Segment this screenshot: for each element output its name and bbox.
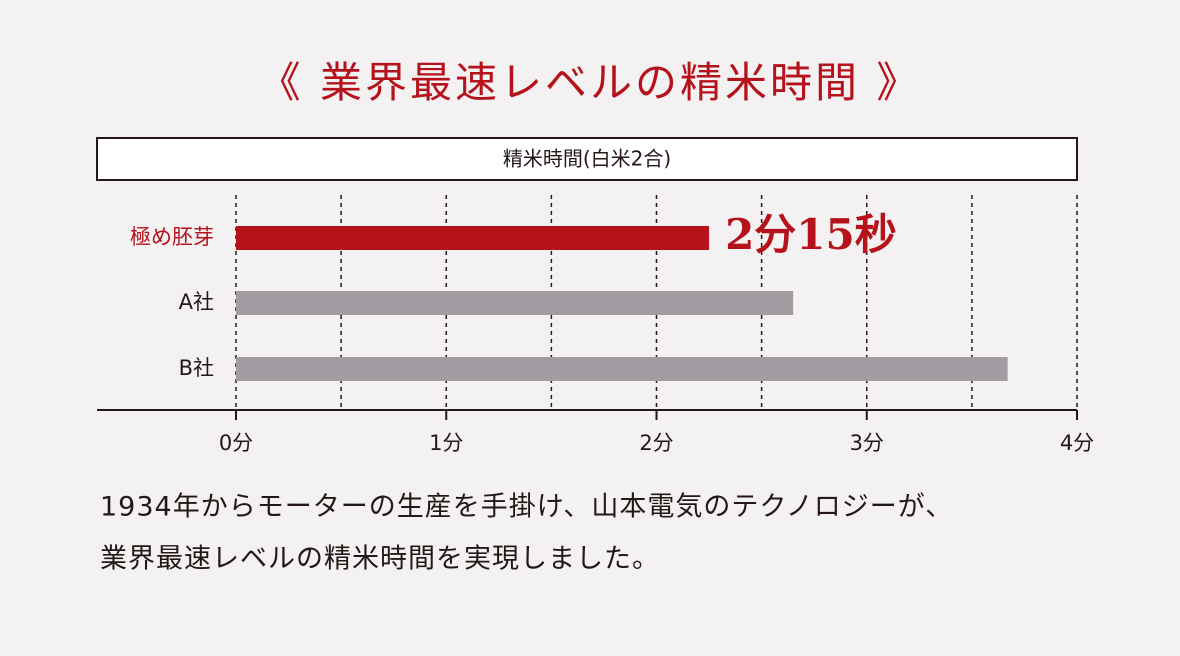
bar — [236, 291, 794, 315]
value-label: 2分15秒 — [725, 210, 897, 259]
axis-title-box — [96, 137, 1078, 181]
description-line: 業界最速レベルの精米時間を実現しました。 — [100, 544, 660, 575]
description-line: 1934年からモーターの生産を手掛け、山本電気のテクノロジーが、 — [100, 492, 953, 523]
x-tick-label: 4分 — [1060, 431, 1094, 455]
bar — [236, 357, 1008, 381]
x-tick-label: 1分 — [429, 431, 463, 455]
y-tick-label: A社 — [179, 290, 214, 314]
x-tick-label: 3分 — [850, 431, 884, 455]
x-tick-label: 2分 — [639, 431, 673, 455]
axis-title: 精米時間(白米2合) — [503, 147, 671, 171]
y-tick-label: 極め胚芽 — [130, 225, 214, 249]
chart-title: 《 業界最速レベルの精米時間 》 — [259, 58, 922, 107]
x-tick-label: 0分 — [219, 431, 253, 455]
y-tick-label: B社 — [179, 356, 214, 380]
bar — [236, 226, 710, 250]
